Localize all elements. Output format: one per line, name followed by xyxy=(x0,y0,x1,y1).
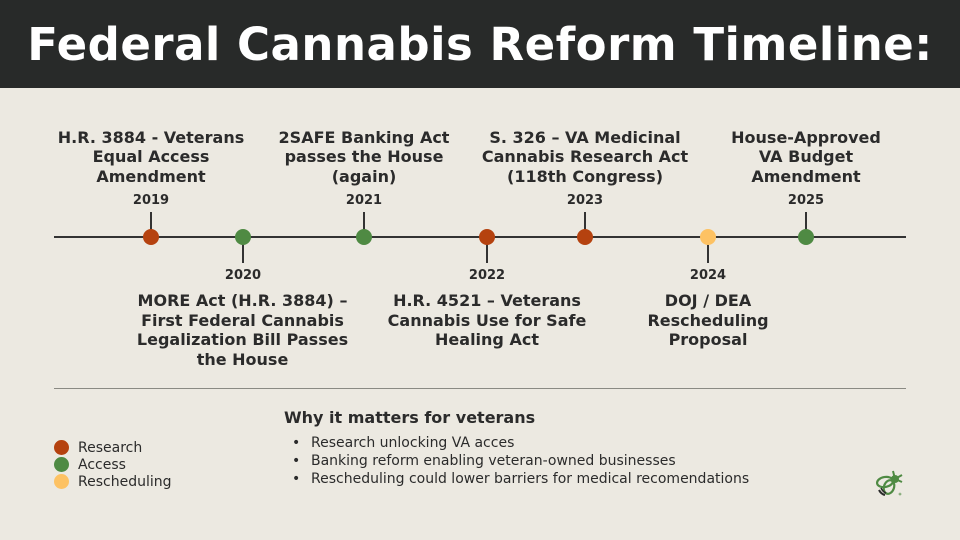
event-year: 2021 xyxy=(345,193,383,208)
bullet-icon: • xyxy=(292,453,301,469)
research-event-dot-icon xyxy=(143,229,159,245)
rescheduling-event-dot-icon xyxy=(700,229,716,245)
event-label: MORE Act (H.R. 3884) – First Federal Can… xyxy=(136,291,349,369)
legend-label: Research xyxy=(78,439,143,456)
legend-item-rescheduling: Rescheduling xyxy=(54,473,172,490)
bee-leaf-logo-icon xyxy=(872,468,906,498)
legend-label: Access xyxy=(78,456,126,473)
bullet-icon: • xyxy=(292,435,301,451)
timeline-tick xyxy=(486,238,488,263)
event-year: 2025 xyxy=(787,193,825,208)
timeline-event-2025: 2025 House-Approved VA Budget Amendment xyxy=(691,120,921,209)
access-event-dot-icon xyxy=(356,229,372,245)
timeline-tick xyxy=(805,212,807,237)
legend-item-research: Research xyxy=(54,439,172,456)
why-heading: Why it matters for veterans xyxy=(284,408,536,427)
section-divider xyxy=(54,388,906,389)
event-label: 2SAFE Banking Act passes the House (agai… xyxy=(278,127,450,186)
bullet-icon: • xyxy=(292,471,301,487)
event-year: 2022 xyxy=(468,268,506,283)
event-year: 2020 xyxy=(224,268,262,283)
access-event-dot-icon xyxy=(235,229,251,245)
research-event-dot-icon xyxy=(479,229,495,245)
timeline-tick xyxy=(150,212,152,237)
event-label: H.R. 3884 - Veterans Equal Access Amendm… xyxy=(57,127,245,186)
event-year: 2024 xyxy=(689,268,727,283)
access-event-dot-icon xyxy=(798,229,814,245)
legend-item-access: Access xyxy=(54,456,172,473)
event-label: DOJ / DEA Rescheduling Proposal xyxy=(647,291,769,349)
timeline-event-2019: 2019 H.R. 3884 - Veterans Equal Access Am… xyxy=(36,120,266,209)
event-label: H.R. 4521 – Veterans Cannabis Use for Sa… xyxy=(387,291,587,349)
list-item: • Research unlocking VA acces xyxy=(284,434,749,452)
event-label: House-Approved VA Budget Amendment xyxy=(731,127,881,186)
event-label: S. 326 – VA Medicinal Cannabis Research … xyxy=(481,127,689,186)
page-title: Federal Cannabis Reform Timeline: xyxy=(27,17,933,71)
timeline-tick xyxy=(363,212,365,237)
event-year: 2019 xyxy=(132,193,170,208)
title-bar: Federal Cannabis Reform Timeline: xyxy=(0,0,960,88)
why-it-matters: Why it matters for veterans • Research un… xyxy=(284,408,749,488)
event-year: 2023 xyxy=(566,193,604,208)
legend-label: Rescheduling xyxy=(78,473,172,490)
timeline-tick xyxy=(242,238,244,263)
access-dot-icon xyxy=(54,457,69,472)
timeline-tick xyxy=(707,238,709,263)
legend: Research Access Rescheduling xyxy=(54,439,172,490)
timeline-event-2021: 2021 2SAFE Banking Act passes the House (… xyxy=(249,120,479,209)
research-event-dot-icon xyxy=(577,229,593,245)
research-dot-icon xyxy=(54,440,69,455)
timeline-tick xyxy=(584,212,586,237)
timeline-event-2023: 2023 S. 326 – VA Medicinal Cannabis Resea… xyxy=(470,120,700,209)
list-item: • Rescheduling could lower barriers for m… xyxy=(284,470,749,488)
list-item: • Banking reform enabling veteran-owned b… xyxy=(284,452,749,470)
rescheduling-dot-icon xyxy=(54,474,69,489)
why-list: • Research unlocking VA acces • Banking re… xyxy=(284,434,749,488)
